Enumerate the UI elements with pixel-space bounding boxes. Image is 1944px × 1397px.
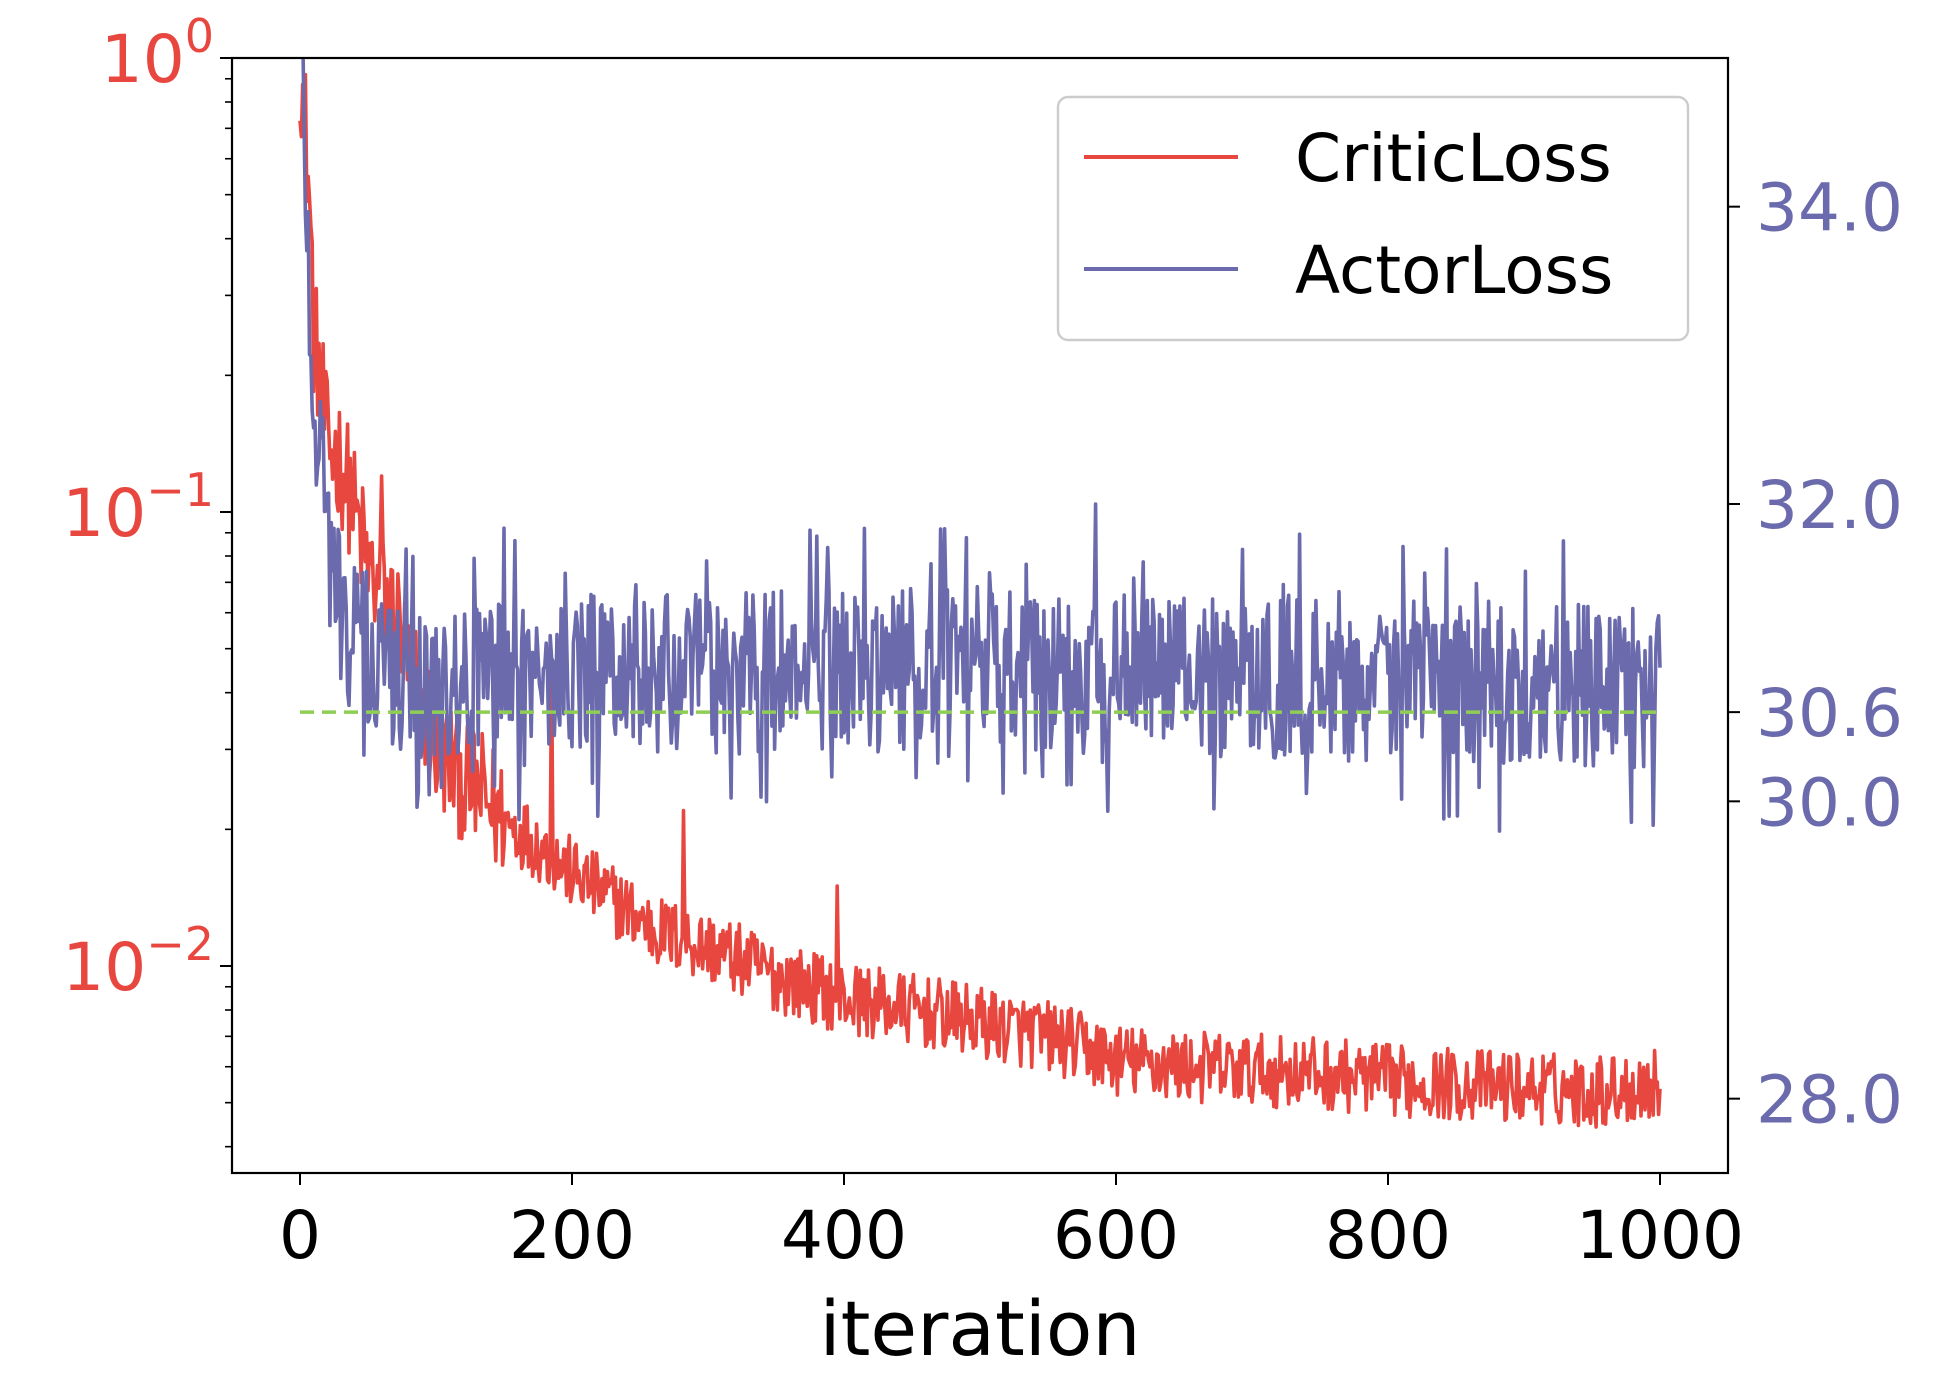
y-left-tick-label: 100 (101, 9, 214, 98)
y-right-tick-label: 34.0 (1756, 170, 1903, 247)
series-ActorLoss (301, 58, 1662, 833)
x-tick-label: 800 (1325, 1197, 1451, 1274)
legend: CriticLoss ActorLoss (1056, 95, 1690, 342)
x-tick-label: 400 (781, 1197, 907, 1274)
left-y-axis: 100 10−1 10−2 (62, 9, 232, 1148)
right-y-axis: 28.0 30.0 30.6 32.0 34.0 (1728, 170, 1903, 1139)
y-right-tick-label: 30.0 (1756, 764, 1903, 841)
y-right-tick-label: 28.0 (1756, 1062, 1903, 1139)
x-tick-label: 0 (279, 1197, 321, 1274)
y-right-tick-label: 32.0 (1756, 467, 1903, 544)
x-tick-label: 600 (1053, 1197, 1179, 1274)
y-left-tick-label: 10−1 (62, 463, 214, 552)
x-tick-label: 1000 (1576, 1197, 1744, 1274)
legend-label: CriticLoss (1295, 120, 1612, 197)
y-right-tick-label: 30.6 (1756, 675, 1903, 752)
series-CriticLoss (298, 72, 1662, 1129)
y-left-tick-label: 10−2 (62, 917, 214, 1006)
plot-frame (230, 56, 1730, 1175)
plot-series (298, 58, 1662, 1129)
x-axis: 0 200 400 600 800 1000 (279, 1173, 1744, 1274)
x-axis-label: iteration (819, 1284, 1140, 1373)
legend-label: ActorLoss (1295, 232, 1613, 309)
x-tick-label: 200 (509, 1197, 635, 1274)
